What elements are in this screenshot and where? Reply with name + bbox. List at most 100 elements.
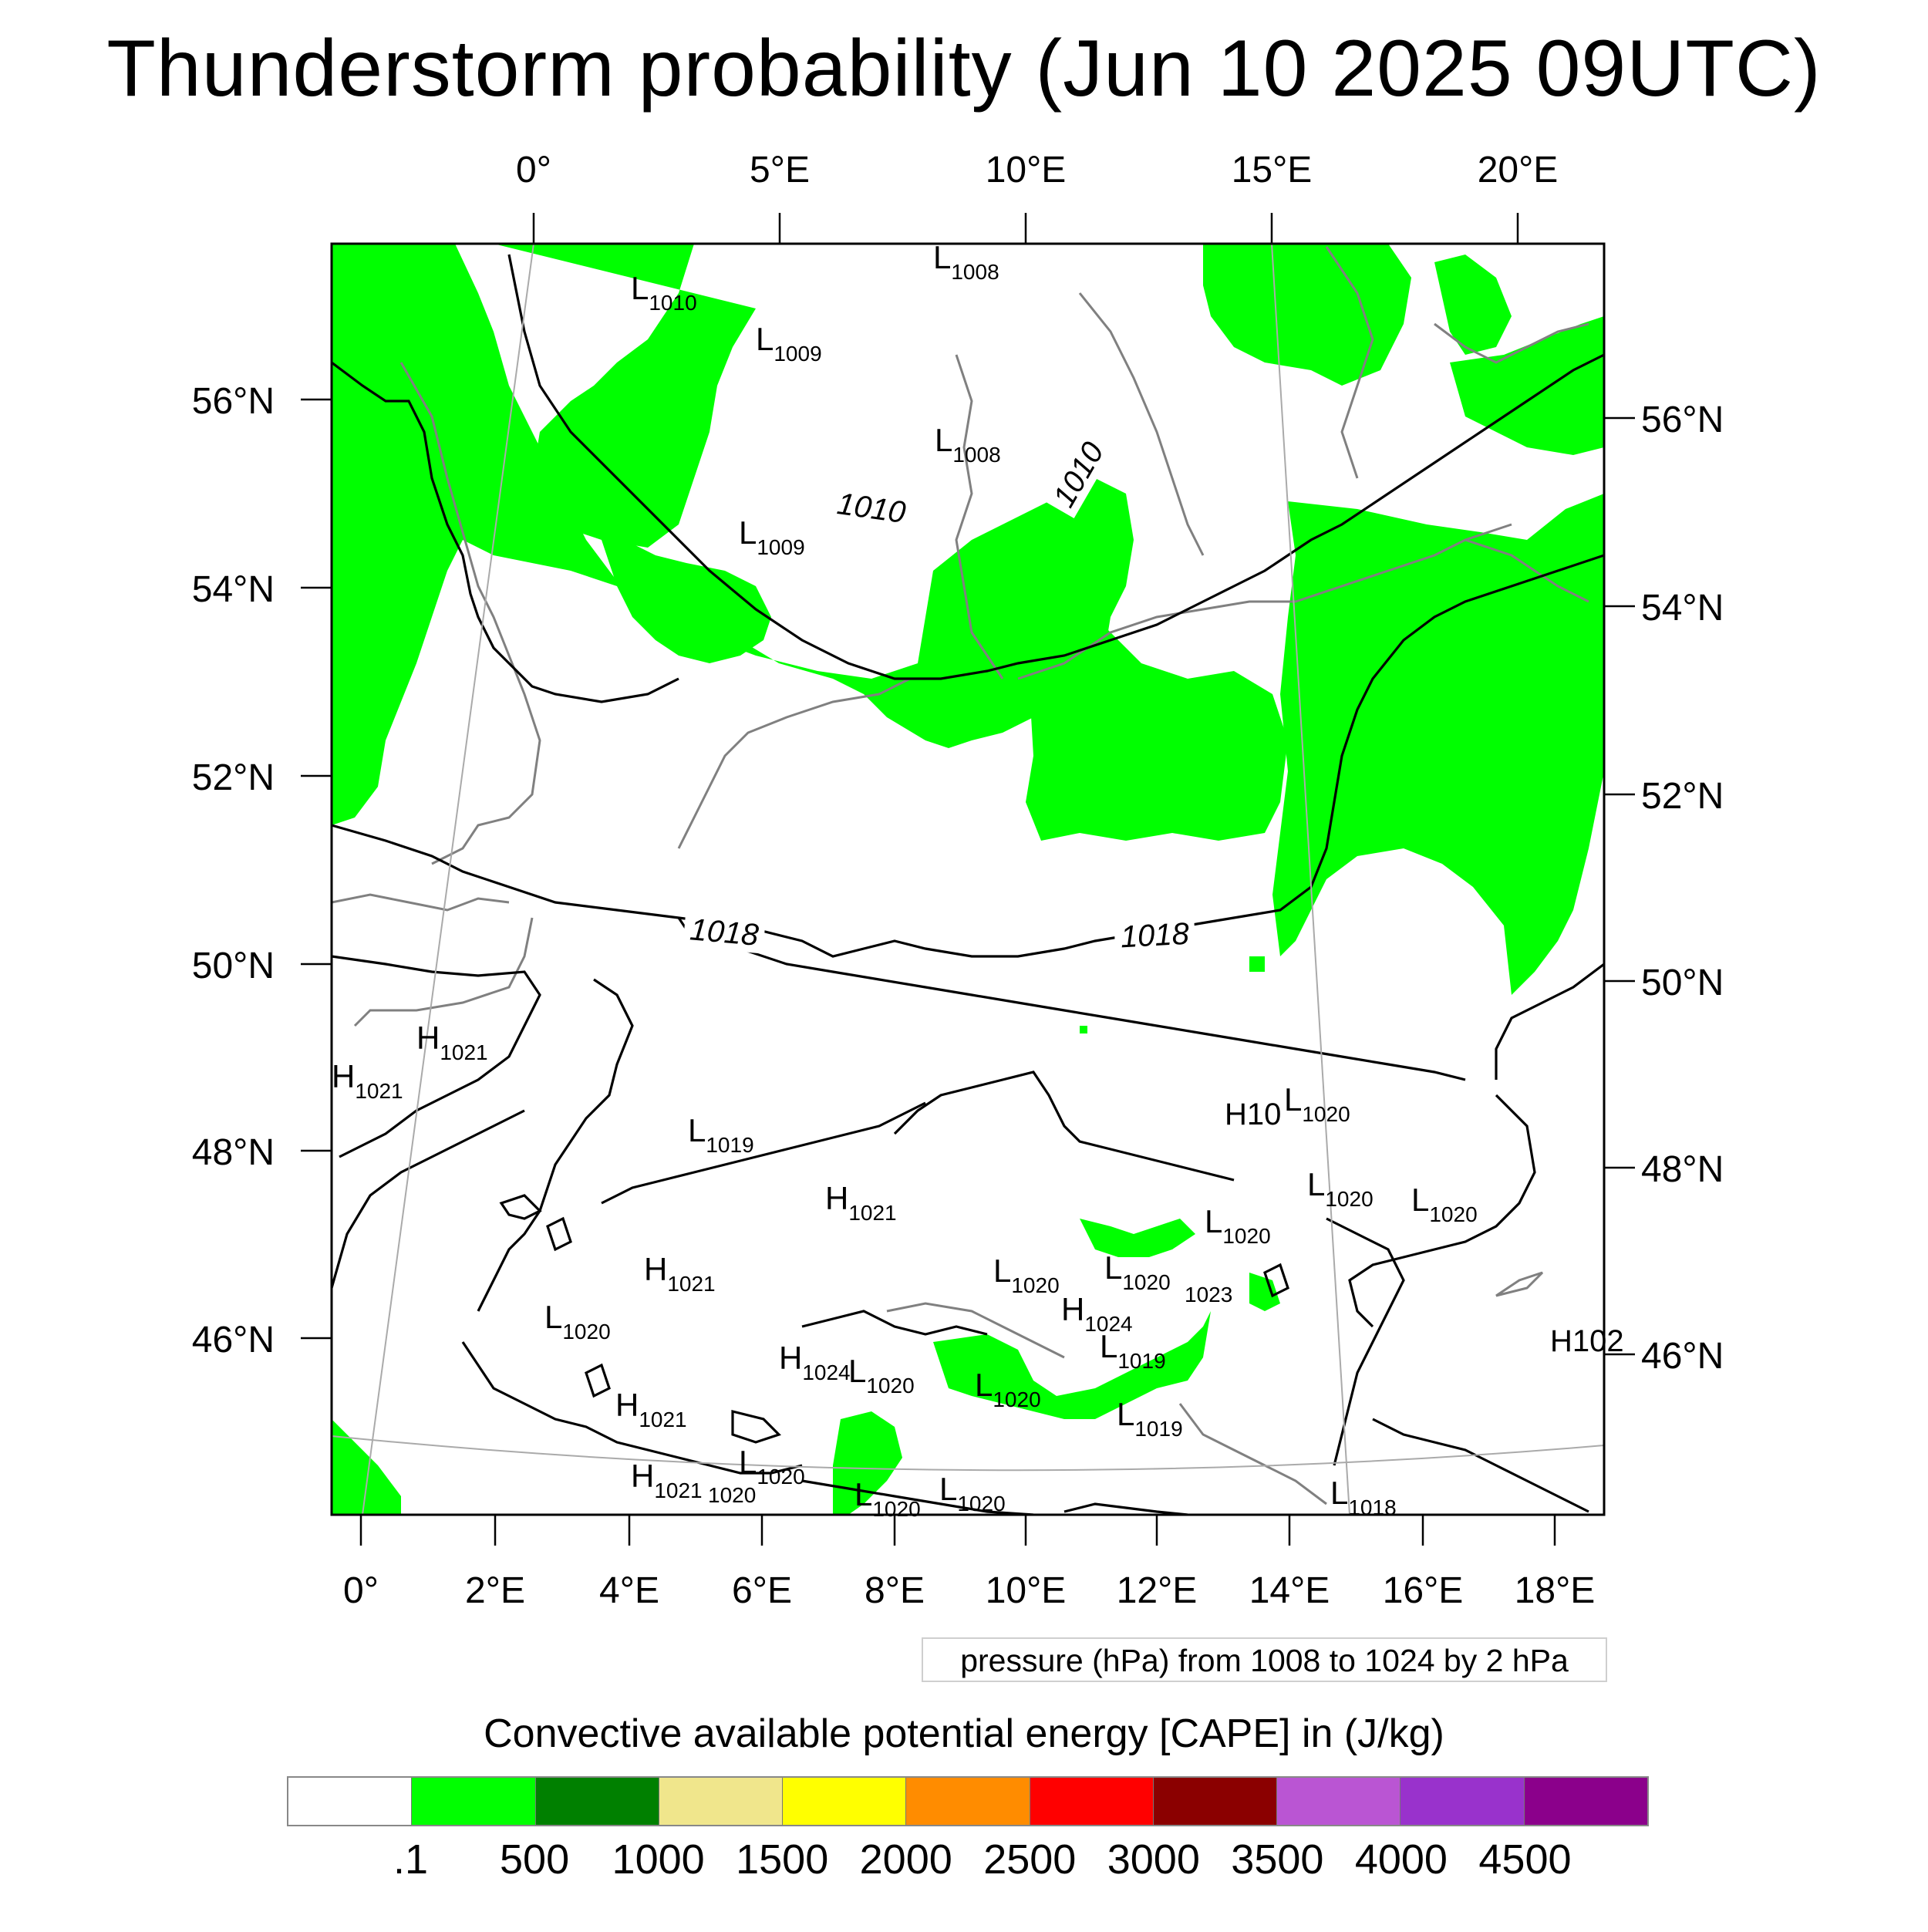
isobar-13 — [1348, 1094, 1536, 1328]
tick-marks — [301, 213, 1635, 1546]
low-pressure-label: L1020 — [939, 1471, 1006, 1516]
colorbar-box — [412, 1778, 536, 1825]
bottom-lon-label: 18°E — [1515, 1570, 1596, 1611]
high-pressure-label: H1021 — [332, 1058, 403, 1103]
cape-area-uk-coast — [563, 463, 771, 663]
low-pressure-label: L1020 — [1205, 1203, 1271, 1248]
low-pressure-label: L1010 — [631, 270, 697, 315]
isobar-2 — [507, 254, 1604, 680]
colorbar-tick-label: 2000 — [859, 1836, 952, 1883]
cape-shading — [332, 244, 1604, 1515]
isobar-11 — [801, 1310, 988, 1336]
colorbar-box — [288, 1778, 413, 1825]
isobar-9 — [893, 1071, 1235, 1182]
top-lon-label: 0° — [516, 150, 551, 191]
isobar-17 — [1372, 1418, 1589, 1513]
isobar-6 — [677, 917, 1466, 1081]
cape-area-baltic — [1203, 244, 1411, 386]
bottom-lon-label: 0° — [343, 1570, 379, 1611]
uk-coast-south — [332, 893, 510, 912]
cape-area-poland — [1272, 494, 1604, 995]
bottom-lon-label: 14°E — [1249, 1570, 1330, 1611]
isobar-small-4 — [1263, 1263, 1289, 1298]
low-pressure-label: L1018 — [1330, 1475, 1397, 1519]
parallel-45 — [332, 1435, 1604, 1472]
colorbar-tick-label: 3500 — [1231, 1836, 1324, 1883]
cape-area-germany — [1026, 617, 1288, 841]
graticule — [332, 244, 1604, 1515]
isobar-labels: 1010 1010 1018 1018 — [683, 431, 1196, 956]
cape-area-dot-1 — [1080, 1026, 1087, 1033]
partial-pressure-label: 1020 — [708, 1483, 756, 1507]
low-pressure-label: L1009 — [756, 321, 822, 366]
right-lat-label: 48°N — [1641, 1149, 1724, 1190]
isobar-12 — [1326, 1217, 1405, 1466]
latvia-coast — [1465, 538, 1589, 603]
uk-east-coast — [399, 362, 541, 865]
low-pressure-label: L1008 — [935, 422, 1001, 467]
bottom-lon-label: 12°E — [1117, 1570, 1198, 1611]
low-pressure-label: L1019 — [688, 1112, 754, 1157]
sweden-coast — [1078, 292, 1205, 556]
finland-coast — [1434, 322, 1589, 364]
colorbar-box — [1400, 1778, 1525, 1825]
partial-pressure-label: 1023 — [1185, 1283, 1232, 1307]
adriatic-coast — [1178, 1403, 1327, 1505]
colorbar-box — [1277, 1778, 1401, 1825]
netherlands-coast — [677, 677, 911, 849]
high-pressure-label: H1021 — [615, 1387, 687, 1431]
isobar-small-3 — [585, 1363, 611, 1398]
low-pressure-label: L1020 — [1411, 1182, 1478, 1226]
colorbar-title: Convective available potential energy [C… — [484, 1711, 1444, 1756]
colorbar-box — [1153, 1778, 1278, 1825]
colorbar-tick-label: 500 — [500, 1836, 570, 1883]
low-pressure-label: L1020 — [739, 1444, 805, 1489]
colorbar-tick-label: 1500 — [736, 1836, 829, 1883]
high-pressure-label: H1021 — [416, 1020, 488, 1064]
contour-info-box: pressure (hPa) from 1008 to 1024 by 2 hP… — [922, 1637, 1607, 1682]
low-pressure-label: L1020 — [848, 1353, 915, 1398]
colorbar — [287, 1776, 1649, 1826]
lake-balaton — [1495, 1271, 1544, 1297]
bottom-lon-label: 6°E — [732, 1570, 792, 1611]
right-lat-label: 50°N — [1641, 963, 1724, 1003]
axis-labels: 0° 5°E 10°E 15°E 20°E 0° 2°E 4°E 6°E 8°E… — [192, 150, 1724, 1611]
colorbar-tick-label: 4000 — [1354, 1836, 1448, 1883]
bottom-lon-label: 16°E — [1383, 1570, 1464, 1611]
colorbar-tick-label: .1 — [393, 1836, 429, 1883]
denmark-coast — [955, 354, 1004, 679]
bottom-lon-label: 8°E — [865, 1570, 925, 1611]
left-lat-label: 50°N — [192, 946, 275, 986]
isobar-15 — [801, 1479, 1034, 1515]
left-lat-label: 48°N — [192, 1132, 275, 1173]
italy-north — [886, 1302, 1065, 1359]
coastlines — [332, 246, 1589, 1505]
right-lat-label: 46°N — [1641, 1336, 1724, 1377]
colorbar-tick-label: 2500 — [983, 1836, 1077, 1883]
isobar-3 — [332, 554, 1604, 958]
isobar-small-2 — [546, 1216, 572, 1252]
isobar-label: 1010 — [835, 487, 908, 530]
meridian-0 — [362, 244, 534, 1515]
high-pressure-label: H1021 — [825, 1180, 897, 1225]
low-pressure-label: L1020 — [1284, 1081, 1350, 1126]
colorbar-ticks: .1 500 1000 1500 2000 2500 3000 3500 4000 4500 — [0, 1836, 1928, 1883]
colorbar-box — [1524, 1778, 1647, 1825]
isobars — [332, 254, 1604, 1515]
top-lon-label: 10°E — [986, 150, 1067, 191]
high-pressure-label: H1021 — [644, 1251, 716, 1296]
low-pressure-label: L1020 — [975, 1367, 1041, 1411]
colorbar-tick-label: 1000 — [612, 1836, 705, 1883]
colorbar-box — [1030, 1778, 1154, 1825]
cape-area-north-sea — [494, 244, 756, 548]
right-lat-label: 56°N — [1641, 400, 1724, 440]
colorbar-tick-label: 4500 — [1478, 1836, 1572, 1883]
colorbar-tick-label: 3000 — [1107, 1836, 1200, 1883]
partial-pressure-label: H102 — [1550, 1324, 1624, 1358]
isobar-16 — [1063, 1502, 1188, 1515]
baltic-south-coast — [1017, 523, 1512, 680]
isobar-8 — [601, 1101, 926, 1205]
cape-area-dot-2 — [1249, 956, 1265, 972]
left-lat-label: 54°N — [192, 569, 275, 610]
isobar-5 — [477, 978, 634, 1312]
